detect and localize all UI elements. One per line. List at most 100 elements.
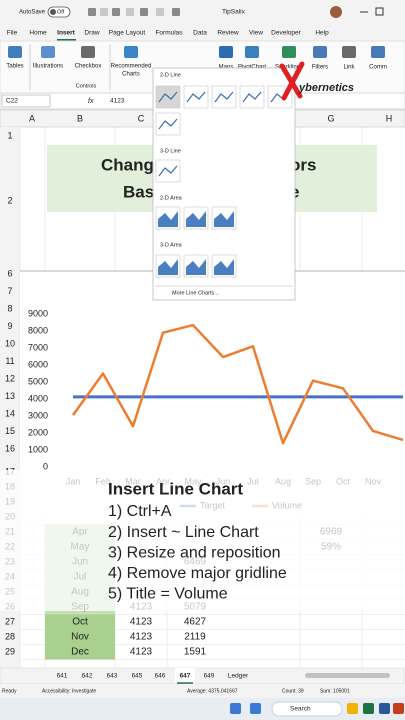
row-header[interactable]: 10 <box>5 338 15 348</box>
sheet-tab[interactable]: 646 <box>155 673 166 680</box>
taskbar-icon <box>250 703 261 714</box>
table-cell: Dec <box>71 647 89 658</box>
row-header[interactable]: 16 <box>5 443 15 453</box>
column-header[interactable]: B <box>77 113 83 123</box>
fx-label: fx <box>88 98 94 105</box>
sheet-tab[interactable]: 649 <box>204 673 215 680</box>
more-charts-link[interactable]: More Line Charts... <box>172 290 219 296</box>
row-header[interactable]: 8 <box>7 303 12 313</box>
overlay-step: 1) Ctrl+A <box>108 503 172 520</box>
column-header[interactable]: C <box>138 113 145 123</box>
ribbon-button[interactable]: Illustrations <box>33 64 63 70</box>
row-header[interactable]: 9 <box>7 321 12 331</box>
ribbon-button[interactable]: Maps <box>219 65 234 71</box>
ribbon-icon <box>8 46 22 58</box>
ribbon-tab[interactable]: Developer <box>271 30 301 37</box>
column-header[interactable]: H <box>386 113 393 123</box>
row-header[interactable]: 7 <box>7 286 12 296</box>
logo-x <box>279 61 305 101</box>
ribbon-button[interactable]: Filters <box>312 65 328 71</box>
row-header[interactable]: 13 <box>5 391 15 401</box>
profile-picture[interactable] <box>330 6 342 18</box>
row-header[interactable]: 28 <box>5 631 15 641</box>
ribbon-button[interactable]: Tables <box>6 64 23 70</box>
ribbon-tab[interactable]: Review <box>217 30 239 37</box>
sheet-tab[interactable]: 641 <box>57 673 68 680</box>
ribbon-icon <box>81 46 95 58</box>
ribbon-tab[interactable]: Help <box>315 30 329 37</box>
ribbon-button[interactable]: PivotChart <box>238 65 266 71</box>
quick-access-icon <box>100 8 108 16</box>
sheet-tab[interactable]: Ledger <box>228 673 249 680</box>
icon-shape <box>158 211 178 227</box>
horizontal-scrollbar <box>305 673 390 678</box>
ribbon-tabs <box>0 23 405 41</box>
dropdown-section: 2-D Line <box>160 72 181 78</box>
row-header[interactable]: 12 <box>5 373 15 383</box>
row-header[interactable]: 6 <box>7 268 12 278</box>
search-label[interactable]: Search <box>290 706 311 713</box>
icon-shape <box>242 91 262 103</box>
ribbon-icon <box>282 46 296 58</box>
column-header[interactable]: A <box>29 113 35 123</box>
month-cell <box>45 614 115 630</box>
ribbon-tab[interactable]: Insert <box>57 30 76 37</box>
title-bar <box>0 0 405 23</box>
taskbar <box>0 698 405 720</box>
sheet-tab[interactable]: 643 <box>107 673 118 680</box>
sheet-tab[interactable]: 647 <box>180 673 191 680</box>
icon-shape <box>158 165 178 177</box>
taskbar-app <box>379 703 390 714</box>
quick-access-icon <box>140 8 148 16</box>
icon-shape <box>158 118 178 130</box>
ribbon-tab[interactable]: Formulas <box>155 30 183 37</box>
status-bar <box>0 684 405 698</box>
ribbon-tab[interactable]: Page Layout <box>109 30 146 37</box>
column-header[interactable]: G <box>327 113 334 123</box>
ribbon-button[interactable]: Comm <box>369 65 387 71</box>
quick-access-icon <box>172 8 180 16</box>
quick-access-icon <box>156 8 164 16</box>
row-header[interactable]: 1 <box>7 130 12 140</box>
autosave-state: Off <box>57 9 65 15</box>
ribbon-button[interactable]: Checkbox <box>75 64 102 70</box>
row-header[interactable]: 29 <box>5 646 15 656</box>
logo-text: ybernetics <box>298 82 354 94</box>
row-header[interactable]: 27 <box>5 616 15 626</box>
ribbon-button[interactable]: Charts <box>122 72 140 78</box>
dropdown-section: 3-D Line <box>160 148 181 154</box>
row-header[interactable]: 11 <box>5 356 14 366</box>
name-box <box>1 94 51 108</box>
ribbon-tab[interactable]: View <box>249 30 263 37</box>
file-name: TipSalix <box>222 9 246 16</box>
title-text: Chang <box>101 155 154 174</box>
ribbon-icon <box>219 46 233 58</box>
y-tick-label: 4000 <box>28 393 48 403</box>
status-text: Ready <box>2 688 17 694</box>
y-tick-label: 1000 <box>28 444 48 454</box>
row-header[interactable]: 15 <box>5 426 15 436</box>
ribbon-tab[interactable]: Draw <box>84 30 99 37</box>
ribbon-button[interactable]: Link <box>343 65 355 71</box>
y-tick-label: 5000 <box>28 376 48 386</box>
ribbon-tab[interactable]: Home <box>29 30 47 37</box>
overlay-step: 5) Title = Volume <box>108 586 228 603</box>
ribbon-button[interactable]: Recommended <box>111 64 152 70</box>
row-header[interactable]: 2 <box>7 195 12 205</box>
series-line <box>71 323 404 445</box>
y-tick-label: 0 <box>43 461 48 471</box>
ribbon-icon <box>245 46 259 58</box>
table-cell: 4627 <box>184 617 207 628</box>
formula-text: 4123 <box>110 98 125 105</box>
ribbon-tab[interactable]: Data <box>193 30 207 37</box>
sheet-tab[interactable]: 645 <box>132 673 143 680</box>
row-header[interactable]: 14 <box>5 408 15 418</box>
taskbar-app <box>363 703 374 714</box>
y-tick-label: 7000 <box>28 342 48 352</box>
y-tick-label: 9000 <box>28 308 48 318</box>
ribbon-tab[interactable]: File <box>7 30 18 37</box>
sheet-tab[interactable]: 642 <box>82 673 93 680</box>
ribbon-icon <box>342 46 356 58</box>
ribbon-button[interactable]: Sparklines <box>275 65 303 71</box>
